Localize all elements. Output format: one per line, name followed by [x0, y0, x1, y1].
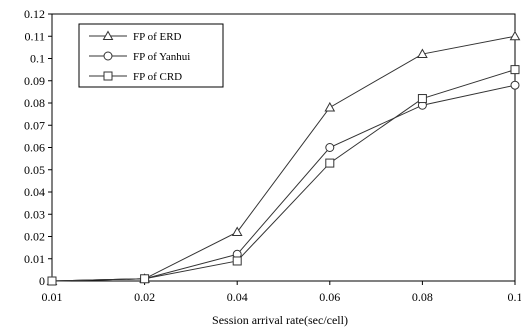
- x-tick-label: 0.04: [227, 290, 248, 304]
- legend: FP of ERD FP of Yanhui FP of CRD: [78, 23, 224, 88]
- y-tick-label: 0.11: [24, 29, 45, 43]
- data-point: [509, 30, 521, 41]
- series-fp-of-crd: [47, 65, 520, 286]
- data-point: [47, 276, 57, 286]
- legend-item: FP of CRD: [89, 71, 182, 83]
- data-point: [325, 158, 335, 168]
- x-tick-label: 0.06: [319, 290, 340, 304]
- y-tick-label: 0.1: [30, 52, 45, 66]
- series-fp-of-yanhui: [47, 80, 520, 286]
- data-point: [417, 94, 427, 104]
- y-axis: 0 0.01 0.02 0.03 0.04 0.05 0.06 0.07 0.08 0.09 0.1…: [24, 7, 52, 288]
- y-tick-label: 0.12: [24, 7, 45, 21]
- series-line: [51, 84, 516, 282]
- y-tick-label: 0.01: [24, 252, 45, 266]
- y-tick-label: 0.05: [24, 163, 45, 177]
- legend-marker: [103, 51, 113, 61]
- y-tick-label: 0.06: [24, 141, 45, 155]
- x-tick-label: 0.1: [508, 290, 521, 304]
- y-tick-label: 0: [39, 274, 45, 288]
- series-layer: [46, 30, 521, 286]
- x-tick-label: 0.01: [42, 290, 63, 304]
- y-tick-label: 0.07: [24, 118, 45, 132]
- legend-marker: [102, 30, 114, 40]
- series-line: [51, 69, 516, 282]
- data-point: [417, 48, 428, 59]
- legend-item: FP of Yanhui: [89, 51, 190, 63]
- data-point: [140, 274, 150, 284]
- x-tick-label: 0.02: [134, 290, 155, 304]
- data-point: [231, 226, 243, 237]
- x-axis-title: Session arrival rate(sec/cell): [212, 313, 348, 327]
- data-point: [232, 256, 242, 266]
- data-point: [510, 65, 520, 75]
- data-point: [324, 101, 336, 112]
- y-tick-label: 0.04: [24, 185, 45, 199]
- data-point: [510, 80, 520, 90]
- y-tick-label: 0.02: [24, 230, 45, 244]
- legend-label: FP of CRD: [133, 71, 182, 83]
- legend-marker: [103, 71, 113, 81]
- legend-label: FP of ERD: [133, 31, 182, 43]
- legend-item: FP of ERD: [89, 30, 182, 43]
- data-point: [325, 143, 335, 152]
- x-tick-label: 0.08: [412, 290, 433, 304]
- y-tick-label: 0.08: [24, 96, 45, 110]
- y-tick-label: 0.03: [24, 207, 45, 221]
- legend-label: FP of Yanhui: [133, 51, 190, 63]
- x-axis: 0.01 0.02 0.04 0.06 0.08 0.1: [42, 281, 521, 304]
- y-tick-label: 0.09: [24, 74, 45, 88]
